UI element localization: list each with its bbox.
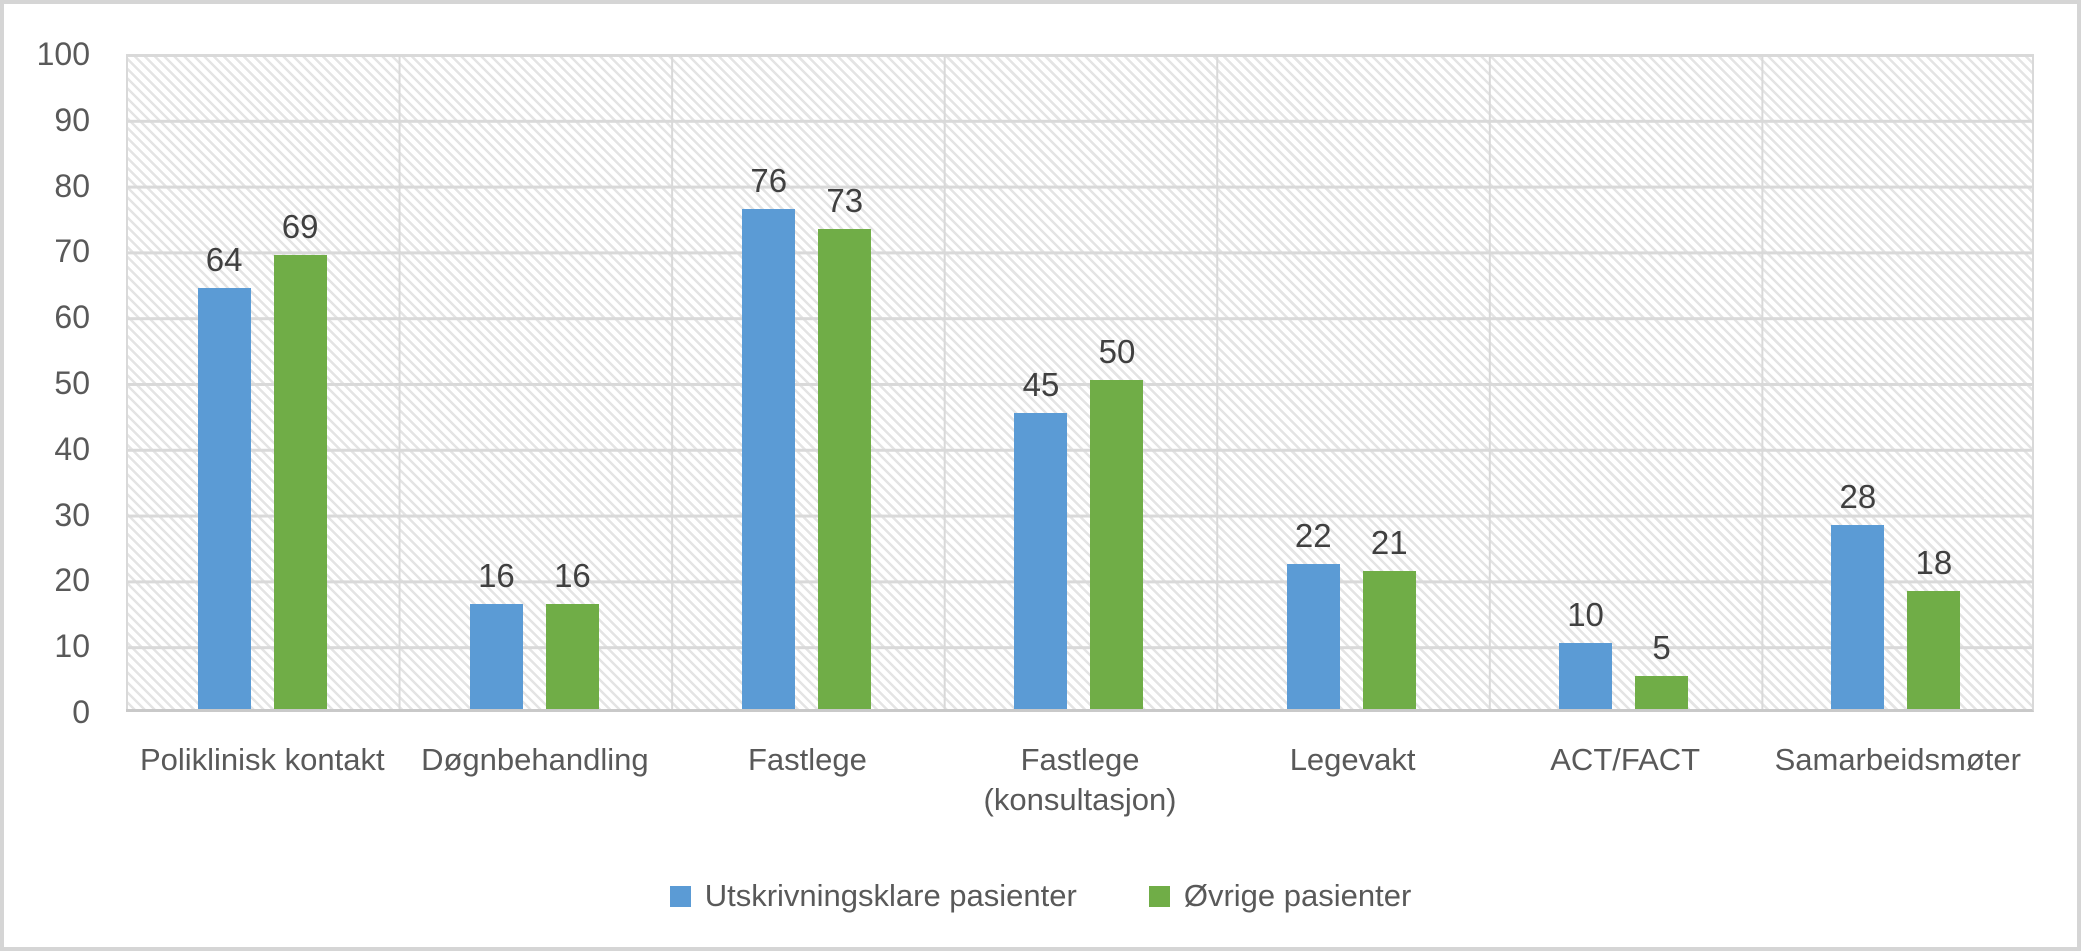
bar-blue: 64 [197,241,251,709]
y-axis-tick-label: 90 [54,101,90,138]
bar-green: 18 [1907,544,1961,709]
legend: Utskrivningsklare pasienter Øvrige pasien… [4,878,2077,914]
y-axis-tick-label: 60 [54,299,90,336]
bar-blue: 28 [1831,478,1885,709]
bar-green: 21 [1362,524,1416,709]
bars-container: 64 69 16 16 76 73 45 50 22 21 10 5 28 18 [126,54,2032,709]
bar-value-label: 16 [478,556,515,594]
legend-label: Utskrivningsklare pasienter [704,878,1077,913]
bar-value-label: 64 [205,240,243,278]
bar-value-label: 10 [1567,596,1604,634]
bar-value-label: 5 [1652,629,1671,667]
bar-value-label: 22 [1294,517,1332,555]
category-bar-group: 10 5 [1487,54,1759,709]
category-bar-group: 16 16 [398,54,670,709]
y-axis-tick-label: 70 [54,233,90,270]
bar-value-label: 21 [1370,523,1408,561]
bar-value-label: 45 [1022,365,1060,403]
legend-item: Øvrige pasienter [1148,878,1412,914]
bar-value-label: 50 [1098,333,1136,370]
category-bar-group: 64 69 [126,54,398,709]
bar-blue: 10 [1559,596,1613,709]
bar-blue: 22 [1286,517,1340,709]
bar-green: 5 [1635,629,1689,709]
x-axis-label: Fastlege [747,742,867,777]
plot-area: 64 69 16 16 76 73 45 50 22 21 10 5 28 18 [126,54,2034,712]
bar-green: 50 [1090,333,1144,709]
bar-blue: 76 [742,162,796,709]
bar-blue: 16 [469,557,523,709]
bar-value-label: 16 [554,556,591,594]
category-bar-group: 45 50 [943,54,1215,709]
bar-blue: 45 [1014,366,1068,709]
legend-swatch-icon [1148,885,1170,907]
x-axis-label: ACT/FACT [1550,742,1701,777]
y-axis-tick-label: 20 [54,562,90,599]
y-axis-tick-label: 0 [72,694,90,730]
x-axis-label: Døgnbehandling [421,742,649,777]
y-axis-tick-label: 30 [54,496,90,533]
category-bar-group: 22 21 [1215,54,1487,709]
bar-green: 16 [545,557,599,709]
bar-value-label: 69 [281,207,319,245]
bar-green: 69 [273,208,327,709]
x-axis-labels: Poliklinisk kontakt Døgnbehandling Fastleg… [126,740,2034,821]
category-bar-group: 28 18 [1760,54,2032,709]
legend-item: Utskrivningsklare pasienter [669,878,1077,914]
bar-value-label: 18 [1915,543,1953,581]
y-axis-tick-label: 10 [54,628,90,665]
bar-value-label: 73 [826,181,864,219]
category-bar-group: 76 73 [671,54,943,709]
y-axis-tick-label: 80 [54,167,90,204]
legend-swatch-icon [669,885,691,907]
x-axis-label: Fastlege (konsultasjon) [983,742,1177,818]
bar-value-label: 28 [1839,477,1877,515]
x-axis-label: Samarbeidsmøter [1774,742,2021,777]
y-axis-tick-label: 40 [54,430,90,467]
bar-value-label: 76 [750,161,788,199]
x-axis-label: Poliklinisk kontakt [139,742,385,777]
y-axis-tick-label: 100 [36,36,90,72]
x-axis-label: Legevakt [1289,742,1416,777]
bar-green: 73 [818,182,872,709]
legend-label: Øvrige pasienter [1183,878,1412,913]
y-axis-tick-label: 50 [54,365,90,401]
